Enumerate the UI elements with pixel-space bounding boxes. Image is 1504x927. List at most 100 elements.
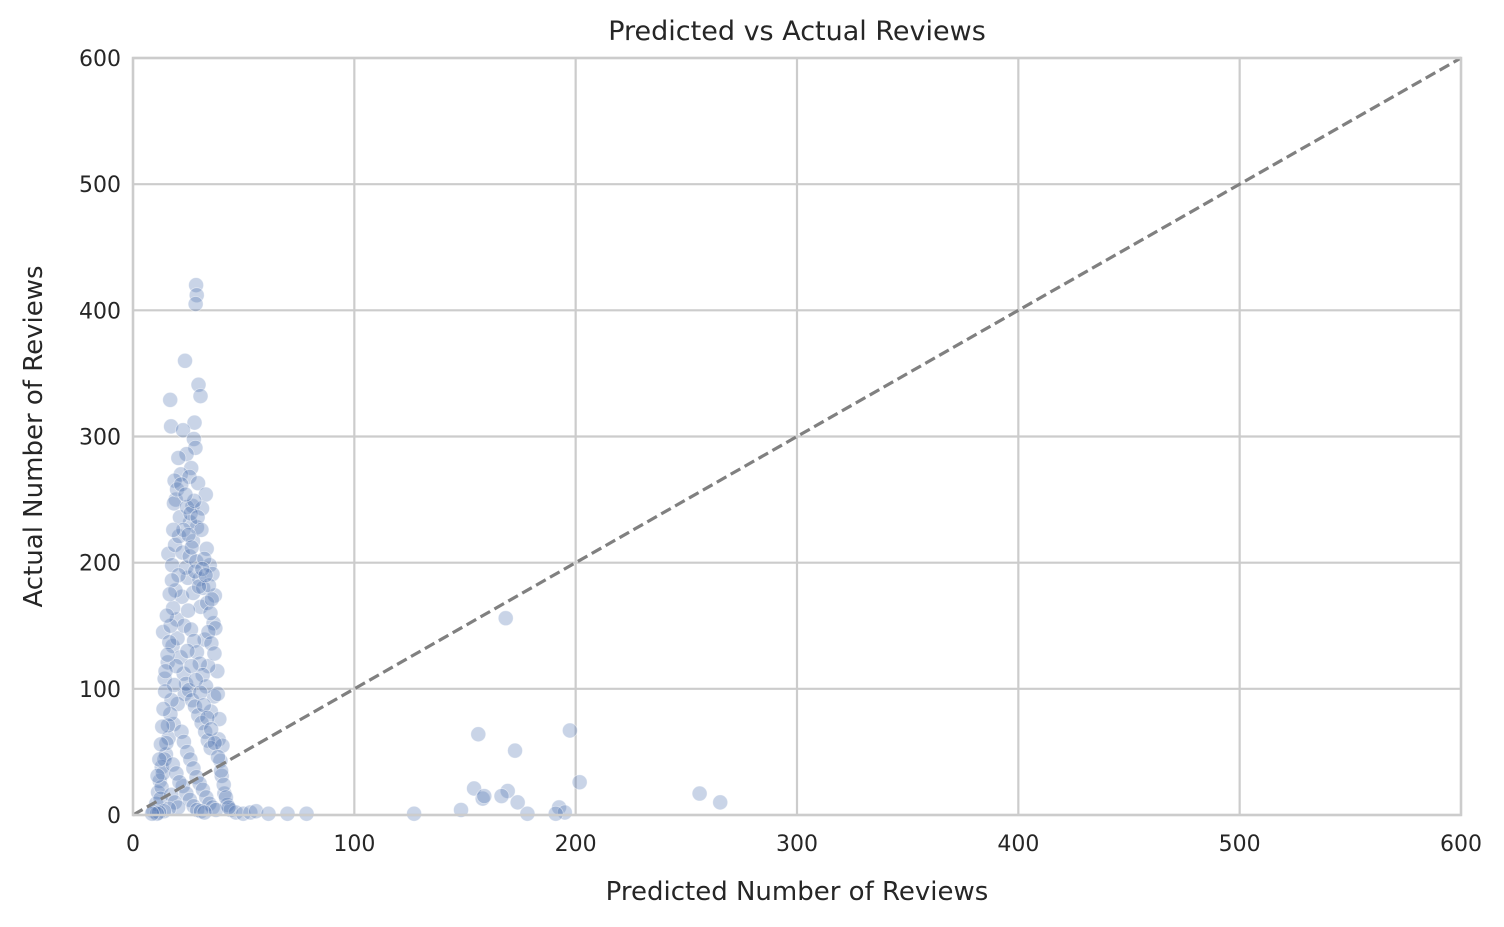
data-point: [157, 683, 173, 700]
data-point: [279, 805, 296, 822]
data-point: [161, 634, 178, 651]
data-point: [493, 788, 510, 804]
data-point: [201, 557, 218, 574]
data-point: [149, 767, 166, 784]
x-tick-label: 200: [555, 832, 597, 857]
data-point: [497, 610, 514, 627]
data-point: [173, 723, 190, 740]
data-point: [158, 607, 175, 624]
data-point: [157, 663, 174, 680]
data-point: [209, 663, 226, 680]
data-point: [180, 527, 197, 543]
data-point: [154, 718, 171, 735]
data-point: [509, 794, 526, 811]
data-point: [406, 805, 422, 822]
data-point: [166, 495, 182, 512]
data-point: [188, 287, 205, 304]
data-point: [197, 567, 214, 584]
data-point: [192, 684, 209, 701]
x-tick-label: 100: [333, 832, 375, 857]
data-point: [177, 486, 194, 503]
x-tick-label: 500: [1219, 832, 1261, 857]
y-tick-label: 300: [79, 426, 121, 451]
data-point: [203, 591, 220, 608]
y-tick-label: 500: [79, 173, 121, 198]
data-point: [196, 550, 213, 567]
data-point: [156, 751, 173, 768]
data-point: [218, 789, 234, 806]
data-point: [298, 805, 315, 822]
data-point: [474, 790, 491, 807]
data-point: [220, 799, 237, 816]
data-point: [182, 505, 199, 522]
data-point: [189, 509, 206, 526]
y-tick-label: 100: [79, 678, 121, 703]
data-point: [164, 572, 180, 589]
chart-title: Predicted vs Actual Reviews: [608, 16, 986, 47]
data-point: [151, 751, 168, 768]
data-point: [148, 805, 165, 822]
data-point: [186, 492, 203, 509]
data-point: [169, 481, 185, 498]
data-point: [170, 450, 187, 466]
data-point: [210, 749, 226, 765]
y-tick-label: 200: [79, 552, 121, 577]
data-points: [144, 277, 729, 822]
data-point: [209, 685, 226, 702]
data-point: [187, 672, 204, 688]
y-tick-label: 600: [79, 47, 121, 72]
data-point: [187, 439, 204, 456]
data-point: [470, 726, 487, 743]
data-point: [174, 544, 191, 561]
data-point: [162, 617, 179, 634]
data-point: [190, 707, 207, 724]
data-point: [165, 521, 182, 538]
y-tick-label: 0: [107, 804, 121, 829]
data-point: [203, 635, 220, 652]
data-point: [183, 658, 200, 675]
data-point: [163, 418, 179, 435]
plot-frame: [131, 56, 1463, 817]
data-point: [185, 585, 202, 601]
data-point: [203, 721, 220, 738]
data-point: [202, 605, 219, 622]
data-point: [179, 643, 196, 659]
y-axis-label: Actual Number of Reviews: [19, 265, 49, 607]
x-tick-label: 300: [776, 832, 818, 857]
data-point: [183, 539, 200, 556]
data-point: [562, 722, 578, 739]
axes-spines: [131, 56, 1463, 817]
data-point: [180, 602, 197, 619]
data-point: [453, 802, 469, 818]
data-point: [499, 783, 516, 799]
data-point: [198, 678, 214, 695]
data-point: [187, 296, 204, 312]
data-point: [166, 677, 183, 693]
data-point: [260, 805, 277, 822]
data-point: [185, 760, 202, 777]
data-point: [201, 577, 217, 594]
identity-reference-line: [132, 56, 1462, 817]
data-point: [507, 742, 523, 759]
data-point: [175, 422, 191, 439]
data-point: [195, 781, 211, 798]
data-point: [691, 785, 708, 802]
data-point: [172, 649, 189, 666]
data-point: [190, 475, 206, 492]
data-point: [195, 697, 212, 714]
x-axis-label: Predicted Number of Reviews: [606, 877, 989, 907]
x-tick-label: 0: [126, 832, 140, 857]
data-point: [168, 765, 185, 782]
data-point: [173, 476, 190, 493]
data-point: [155, 701, 172, 717]
data-point: [547, 805, 564, 822]
y-tick-label: 400: [79, 299, 121, 324]
y-tick-labels: 0 100 200 300 400 500 600: [79, 47, 121, 829]
data-point: [169, 630, 186, 647]
x-tick-label: 400: [997, 832, 1039, 857]
data-point: [206, 735, 223, 751]
data-point: [159, 646, 176, 663]
data-point: [176, 733, 192, 750]
